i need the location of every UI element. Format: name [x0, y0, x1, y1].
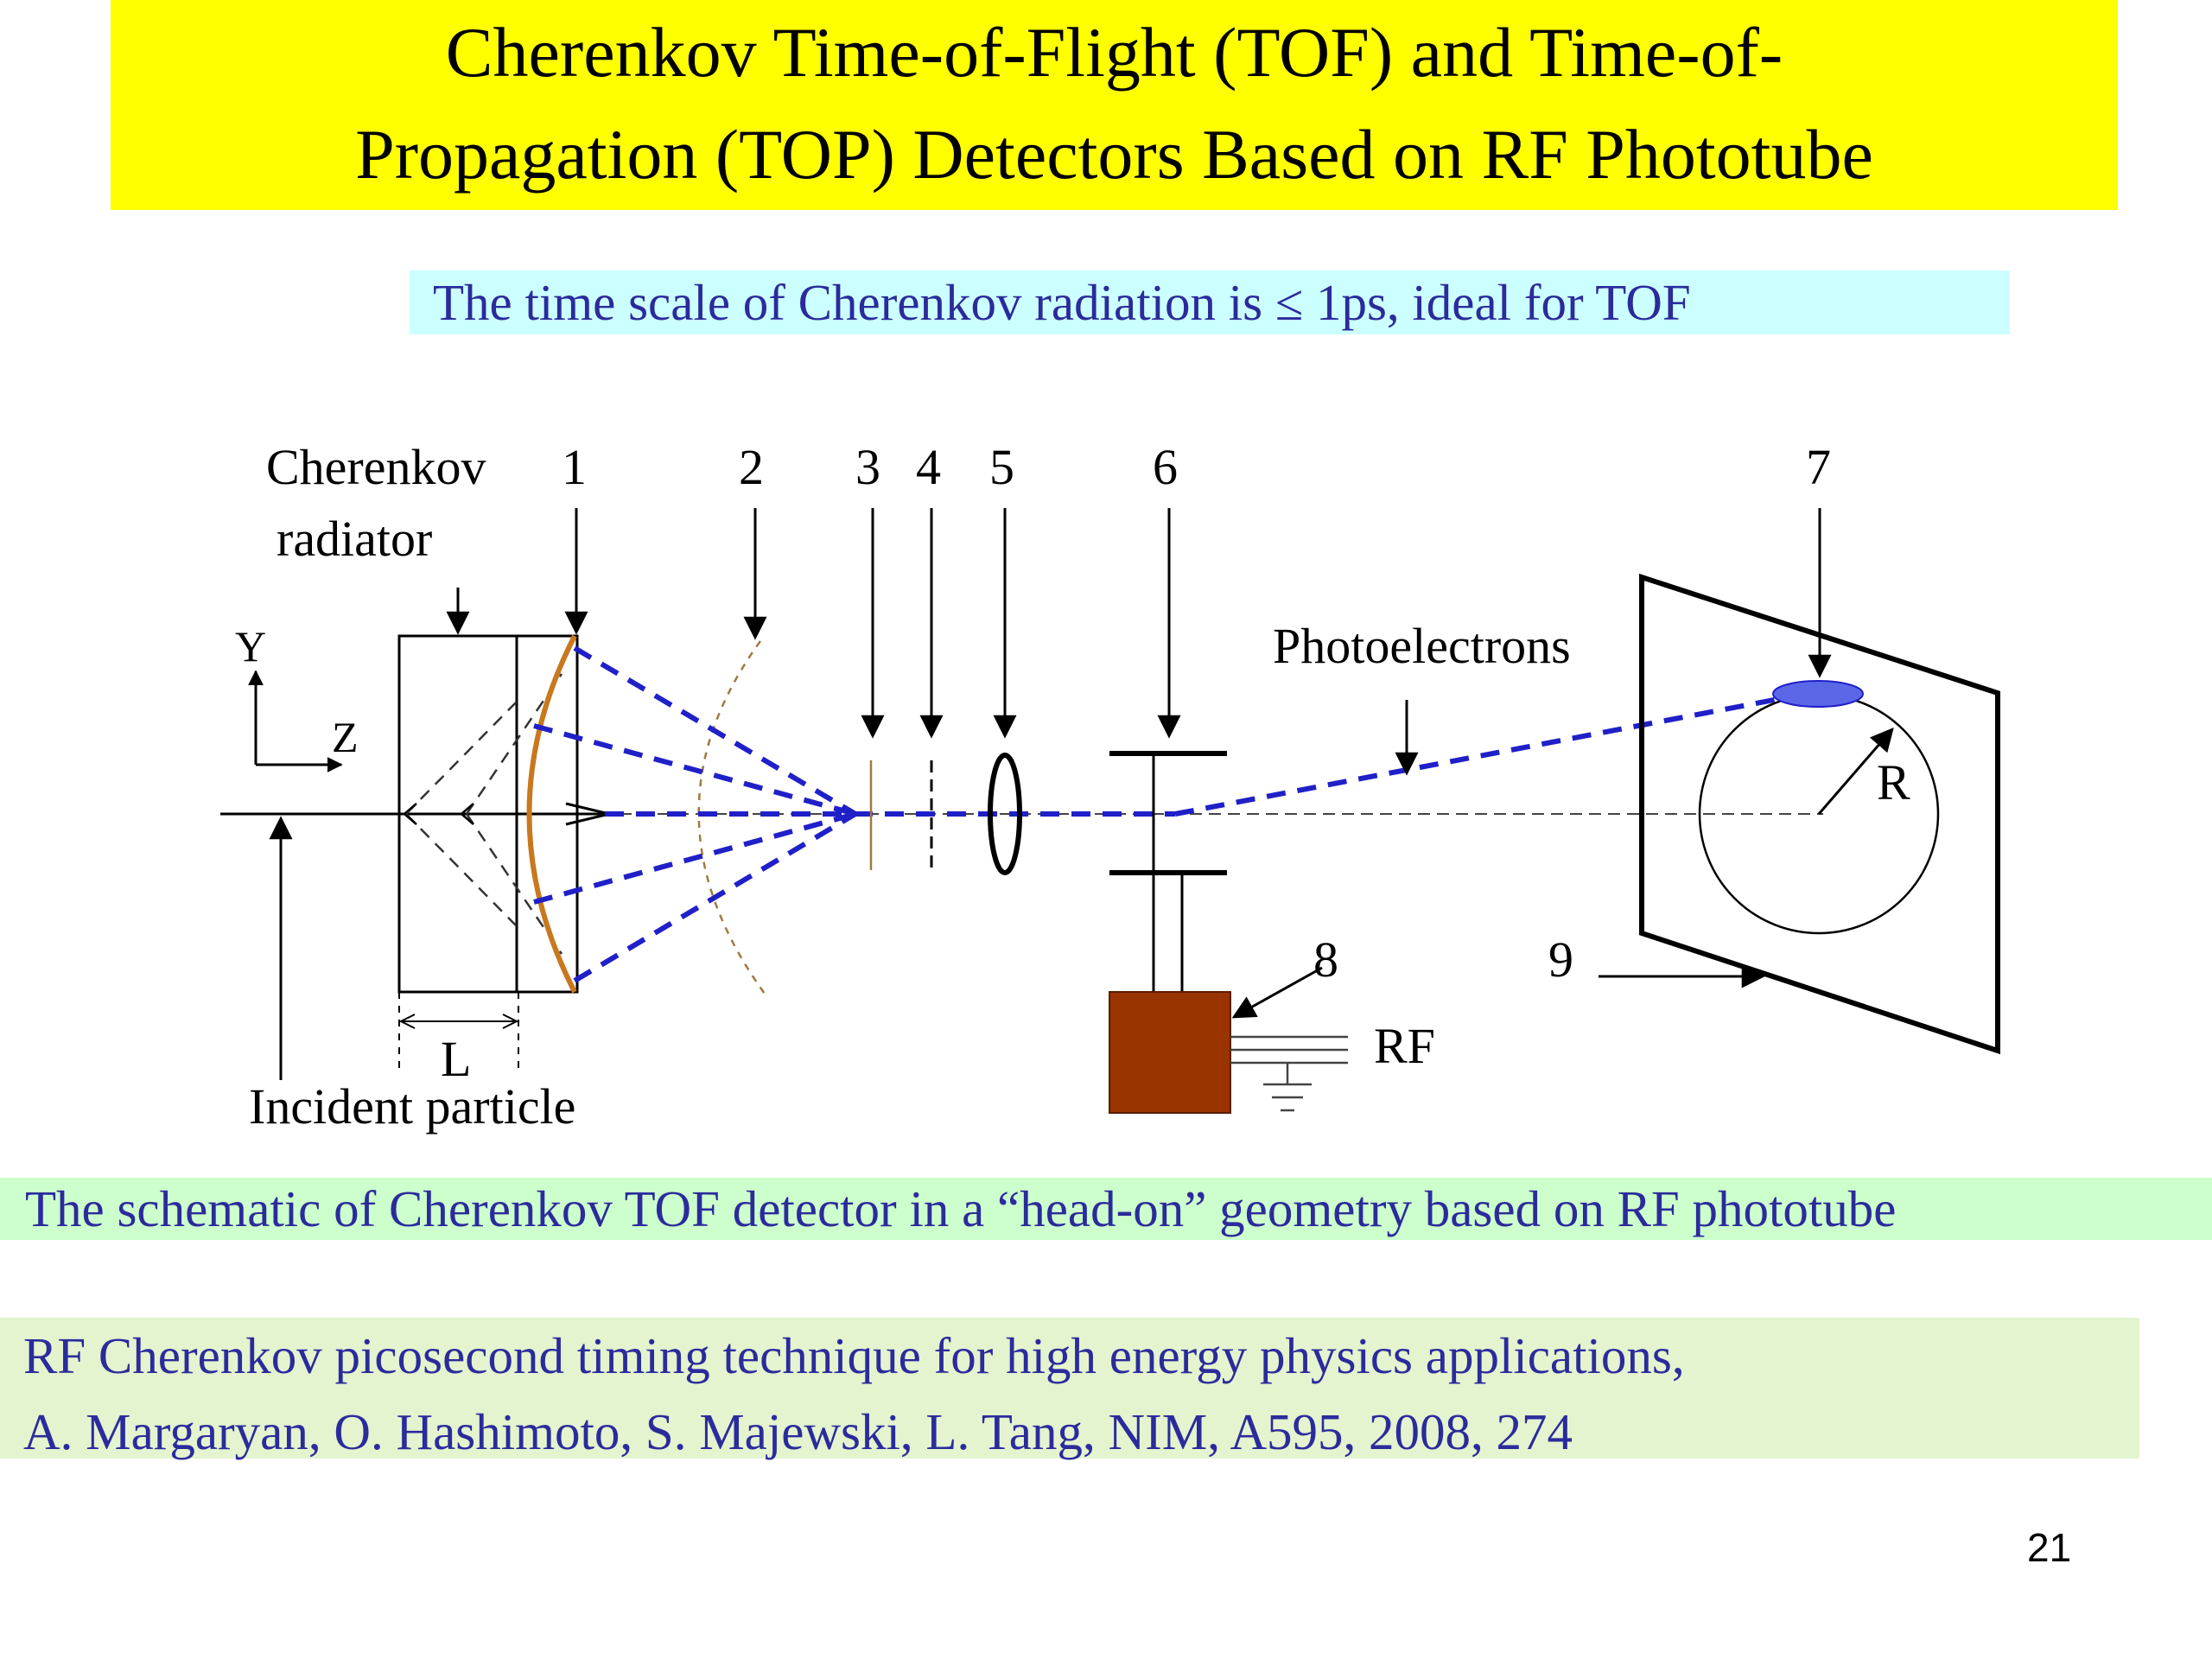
ground-symbol [1263, 1083, 1312, 1112]
y-axis-label: Y [235, 622, 266, 671]
radius-arrow [1817, 727, 1894, 815]
slide-title: Cherenkov Time-of-Flight (TOF) and Time-… [111, 0, 2118, 210]
label-4: 4 [916, 439, 941, 495]
reference-block: RF Cherenkov picosecond timing technique… [0, 1318, 2139, 1460]
cherenkov-tof-schematic: Y Z [220, 439, 2000, 1135]
label-3: 3 [855, 439, 880, 495]
rf-lead-lines [1230, 1035, 1348, 1084]
reference-line-2: A. Margaryan, O. Hashimoto, S. Majewski,… [23, 1403, 1573, 1460]
z-axis-label: Z [332, 713, 359, 761]
title-line-1: Cherenkov Time-of-Flight (TOF) and Time-… [445, 13, 1783, 92]
label-radiator: radiator [276, 511, 432, 567]
label-9: 9 [1548, 931, 1573, 988]
photoelectron-spot [1772, 680, 1864, 708]
photoelectron-path [1174, 691, 1807, 817]
label-rf: RF [1374, 1018, 1435, 1074]
internal-track-chevrons [403, 803, 474, 825]
label-cherenkov: Cherenkov [266, 439, 486, 495]
cherenkov-photon-rays [533, 645, 1175, 983]
figure-caption: The schematic of Cherenkov TOF detector … [0, 1178, 2212, 1240]
electron-lens [988, 753, 1022, 875]
label-incident-particle: Incident particle [249, 1078, 575, 1135]
cherenkov-radiator [397, 634, 579, 994]
label-2: 2 [739, 439, 764, 495]
title-line-2: Propagation (TOP) Detectors Based on RF … [355, 115, 1873, 194]
label-radius: R [1877, 754, 1910, 810]
internal-cherenkov-cone [405, 673, 563, 955]
reference-line-1: RF Cherenkov picosecond timing technique… [23, 1327, 1685, 1384]
rf-source-box [1109, 991, 1231, 1114]
subtitle-banner: The time scale of Cherenkov radiation is… [410, 270, 2010, 334]
position-sensitive-anode-plane [1639, 573, 2000, 1055]
focal-surface [697, 640, 766, 995]
label-6: 6 [1153, 439, 1178, 495]
page-number: 21 [2027, 1525, 2072, 1570]
label-photoelectrons: Photoelectrons [1273, 618, 1571, 674]
label-1: 1 [562, 439, 587, 495]
spherical-mirror [526, 634, 577, 994]
label-8: 8 [1313, 931, 1338, 988]
label-length: L [441, 1031, 471, 1087]
label-pointer-arrows [269, 508, 1832, 1080]
label-5: 5 [989, 439, 1014, 495]
label-7: 7 [1806, 439, 1831, 495]
